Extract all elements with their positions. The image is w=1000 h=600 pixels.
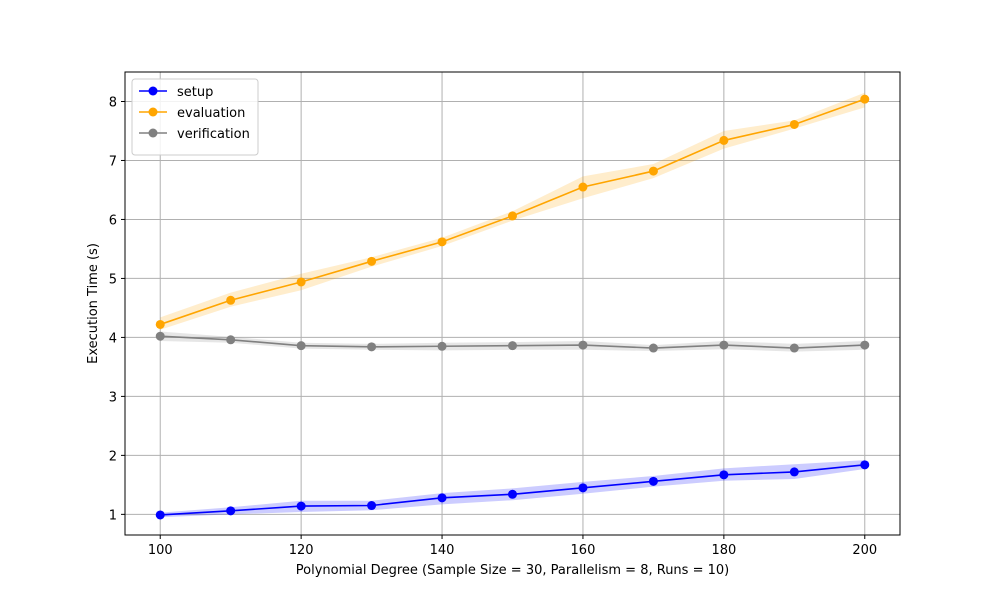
y-tick-label: 5 — [109, 272, 117, 287]
x-tick-label: 100 — [148, 543, 173, 558]
y-tick-label: 8 — [109, 95, 117, 110]
verification-point — [719, 340, 729, 350]
grid-layer — [125, 72, 900, 535]
evaluation-point — [226, 295, 236, 305]
evaluation-point — [367, 256, 377, 266]
evaluation-point — [648, 166, 658, 176]
x-tick-label: 180 — [711, 543, 736, 558]
setup-point — [789, 467, 799, 477]
setup-point — [578, 483, 588, 493]
evaluation-point — [155, 319, 165, 329]
x-axis-label: Polynomial Degree (Sample Size = 30, Par… — [296, 563, 729, 578]
axis-ticks: 100 120 140 160 180 200 1 2 3 4 5 6 7 8 — [109, 95, 877, 558]
y-tick-label: 7 — [109, 154, 117, 169]
setup-point — [860, 460, 870, 470]
evaluation-point — [860, 94, 870, 104]
legend-marker-verification — [148, 128, 158, 138]
verification-point — [437, 341, 447, 351]
x-tick-label: 160 — [571, 543, 596, 558]
verification-point — [155, 331, 165, 341]
setup-band — [160, 460, 865, 518]
y-tick-label: 1 — [109, 508, 117, 523]
setup-point — [367, 501, 377, 511]
plot-frame — [124, 71, 901, 536]
y-tick-label: 4 — [109, 331, 117, 346]
verification-point — [578, 340, 588, 350]
verification-point — [508, 341, 517, 351]
x-tick-label: 120 — [289, 543, 314, 558]
evaluation-point — [578, 182, 588, 192]
evaluation-point — [719, 135, 729, 145]
evaluation-point — [437, 237, 447, 247]
y-tick-label: 6 — [109, 213, 117, 228]
verification-point — [296, 341, 306, 351]
series-markers — [155, 94, 870, 520]
evaluation-point — [508, 211, 517, 221]
verification-point — [860, 340, 870, 350]
evaluation-point — [296, 277, 306, 287]
verification-point — [367, 342, 377, 352]
legend: setup evaluation verification — [131, 78, 259, 156]
setup-point — [508, 489, 517, 499]
legend-marker-setup — [148, 86, 158, 96]
setup-point — [437, 493, 447, 503]
setup-point — [226, 506, 236, 516]
x-tick-label: 140 — [430, 543, 455, 558]
y-tick-label: 3 — [109, 390, 117, 405]
setup-point — [296, 501, 306, 511]
verification-point — [789, 343, 799, 353]
legend-label-verification: verification — [177, 127, 250, 142]
verification-point — [648, 343, 658, 353]
evaluation-point — [789, 119, 799, 129]
setup-point — [719, 470, 729, 480]
y-tick-label: 2 — [109, 449, 117, 464]
legend-label-setup: setup — [177, 85, 213, 100]
legend-label-evaluation: evaluation — [177, 106, 245, 121]
verification-point — [226, 335, 236, 345]
legend-marker-evaluation — [148, 107, 158, 117]
setup-point — [648, 476, 658, 486]
evaluation-band — [160, 92, 865, 330]
legend-box — [131, 78, 259, 156]
x-tick-label: 200 — [852, 543, 877, 558]
y-axis-label: Execution Time (s) — [86, 243, 101, 364]
setup-point — [155, 510, 165, 520]
